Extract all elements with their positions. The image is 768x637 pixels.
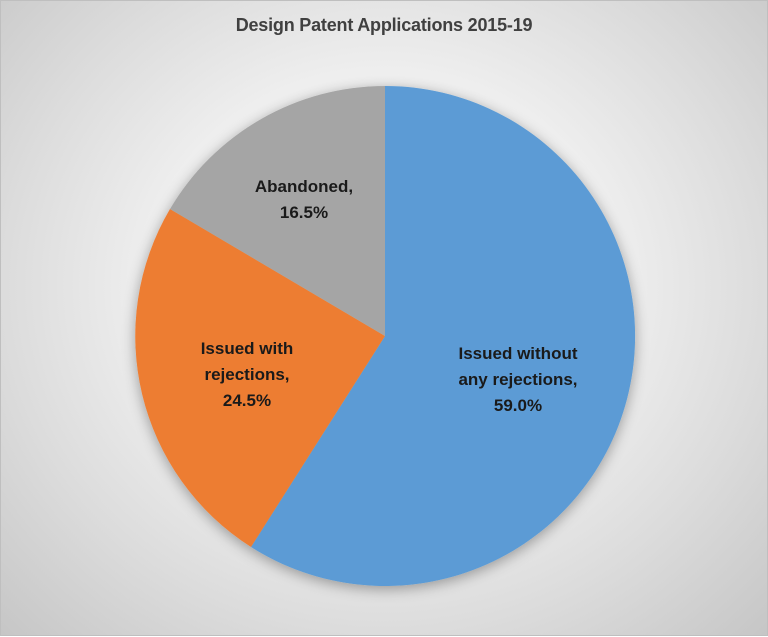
label-issued-with-rejections: Issued with rejections, 24.5% <box>200 339 294 410</box>
chart-title: Design Patent Applications 2015-19 <box>235 15 533 35</box>
label-abandoned: Abandoned, 16.5% <box>254 177 354 222</box>
slice-abandoned <box>170 86 385 336</box>
slice-issued-without-rejections <box>251 85 636 586</box>
label-issued-without-rejections: Issued without any rejections, 59.0% <box>458 344 578 415</box>
slice-issued-with-rejections <box>135 209 385 547</box>
